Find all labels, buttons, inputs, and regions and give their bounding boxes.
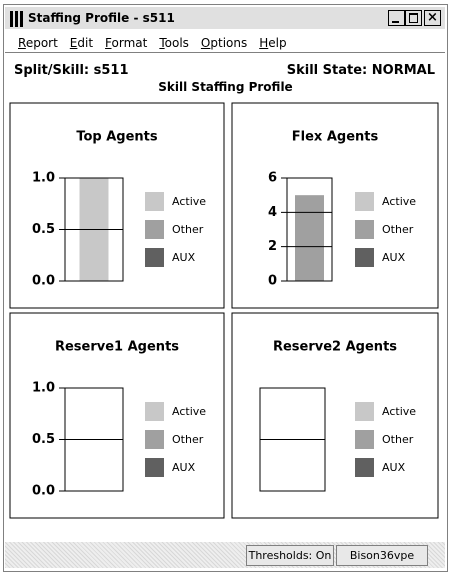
minimize-button[interactable]	[388, 10, 405, 26]
status-thresholds: Thresholds: On	[246, 545, 334, 566]
legend-swatch	[145, 430, 164, 449]
menu-item[interactable]: Report	[18, 36, 58, 50]
y-tick-label: 0.5	[32, 222, 55, 237]
chart-title: Flex Agents	[292, 130, 379, 145]
legend-label: Other	[382, 433, 414, 446]
legend-label: AUX	[172, 251, 196, 264]
menu-item[interactable]: Format	[105, 36, 148, 50]
app-icon	[10, 11, 24, 27]
legend-label: Active	[172, 195, 206, 208]
chart-title: Reserve1 Agents	[55, 340, 179, 355]
y-tick-label: 4	[268, 205, 277, 220]
menu-item[interactable]: Help	[259, 36, 287, 50]
legend-label: Active	[382, 195, 416, 208]
legend-swatch	[355, 192, 374, 211]
close-button[interactable]: ×	[424, 10, 441, 26]
y-tick-label: 0.0	[32, 484, 55, 499]
y-tick-label: 6	[268, 171, 277, 186]
bar-segment	[295, 195, 324, 281]
skill-state: Skill State: NORMAL	[286, 63, 435, 78]
legend-label: AUX	[382, 251, 406, 264]
legend-label: Active	[172, 405, 206, 418]
chart-title: Reserve2 Agents	[273, 340, 397, 355]
status-server: Bison36vpe	[336, 545, 428, 566]
legend-label: Other	[382, 223, 414, 236]
legend-swatch	[355, 458, 374, 477]
menu-item[interactable]: Edit	[69, 36, 94, 50]
legend-swatch	[145, 458, 164, 477]
legend-swatch	[355, 220, 374, 239]
legend-swatch	[145, 192, 164, 211]
legend-swatch	[355, 430, 374, 449]
y-tick-label: 1.0	[32, 171, 55, 186]
legend-swatch	[355, 402, 374, 421]
chart-title: Top Agents	[76, 130, 158, 145]
split-skill: Split/Skill: s511	[14, 63, 129, 78]
title-bar	[5, 7, 445, 29]
legend-swatch	[145, 248, 164, 267]
legend-label: AUX	[382, 461, 406, 474]
legend-label: Other	[172, 223, 204, 236]
legend-swatch	[145, 220, 164, 239]
y-tick-label: 0	[268, 274, 277, 289]
y-tick-label: 0.5	[32, 432, 55, 447]
y-tick-label: 1.0	[32, 381, 55, 396]
window-title: Staffing Profile - s511	[28, 11, 175, 25]
legend-label: AUX	[172, 461, 196, 474]
panel	[231, 102, 439, 309]
legend-swatch	[355, 248, 374, 267]
legend-swatch	[145, 402, 164, 421]
maximize-button[interactable]	[405, 10, 422, 26]
subtitle: Skill Staffing Profile	[158, 80, 293, 94]
legend-label: Active	[382, 405, 416, 418]
legend-label: Other	[172, 433, 204, 446]
menu-separator	[5, 52, 445, 53]
menu-bar: Report Edit Format Tools Options Help	[18, 32, 299, 51]
menu-item[interactable]: Options	[200, 36, 248, 50]
y-tick-label: 0.0	[32, 274, 55, 289]
y-tick-label: 2	[268, 239, 277, 254]
menu-item[interactable]: Tools	[159, 36, 189, 50]
